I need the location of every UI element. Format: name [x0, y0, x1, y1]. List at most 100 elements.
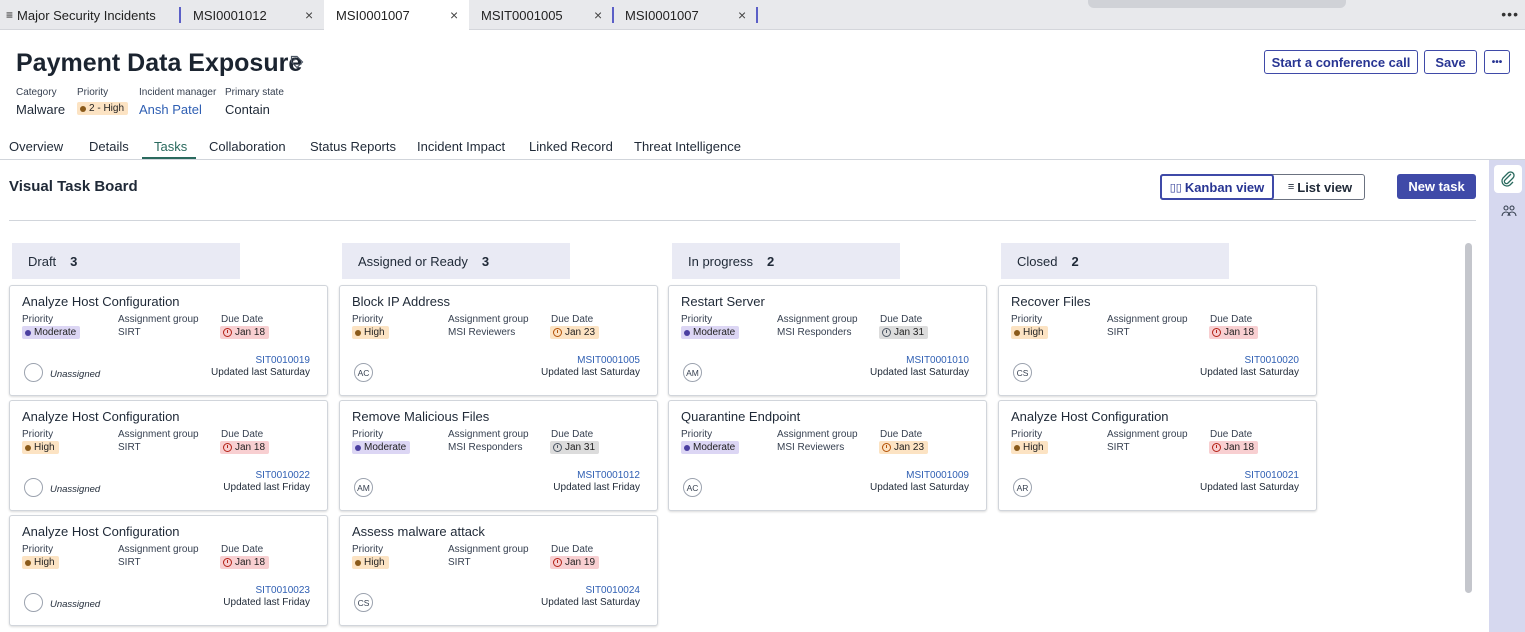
avatar[interactable]: AR [1013, 478, 1032, 497]
assignment-group-label: Assignment group [777, 429, 858, 440]
task-card[interactable]: Block IP Address Priority Assignment group… [339, 285, 658, 396]
due-date-value: Jan 31 [565, 442, 596, 453]
task-number-link[interactable]: SIT0010021 [1244, 470, 1300, 481]
tab-overview[interactable]: Overview [9, 139, 64, 154]
task-title[interactable]: Block IP Address [352, 294, 451, 309]
priority-badge: High [22, 556, 59, 569]
priority-label: Priority [681, 314, 713, 325]
priority-badge: High [1011, 441, 1048, 454]
priority-dot-icon [684, 329, 690, 336]
task-number-link[interactable]: SIT0010023 [255, 585, 311, 596]
record-subnav: Overview Details Tasks Collaboration Sta… [0, 135, 1525, 160]
task-number-link[interactable]: MSIT0001012 [577, 470, 640, 481]
task-card[interactable]: Restart Server Priority Assignment group Du… [668, 285, 987, 396]
tab-details[interactable]: Details [89, 139, 129, 154]
task-number-link[interactable]: SIT0010020 [1244, 355, 1300, 366]
task-card[interactable]: Analyze Host Configuration Priority Assign… [9, 400, 328, 511]
task-title[interactable]: Analyze Host Configuration [22, 524, 180, 539]
people-icon[interactable] [1501, 204, 1517, 218]
priority-dot-icon [1014, 329, 1020, 336]
tag-icon[interactable] [290, 55, 304, 69]
menu-icon[interactable]: ≡ [6, 8, 14, 22]
category-label: Category [16, 87, 57, 98]
paperclip-icon [1501, 171, 1515, 187]
tab-msit0001005[interactable]: MSIT0001005 × [469, 0, 614, 30]
column-header-closed: Closed 2 [1001, 243, 1229, 279]
tab-status-reports[interactable]: Status Reports [310, 139, 396, 154]
close-icon[interactable]: × [738, 7, 747, 23]
kanban-view-button[interactable]: ▯▯ Kanban view [1160, 174, 1274, 200]
tab-msi0001007[interactable]: MSI0001007 × [614, 0, 758, 30]
avatar[interactable] [24, 363, 43, 382]
tab-linked-record[interactable]: Linked Record [529, 139, 613, 154]
task-number-link[interactable]: SIT0010024 [585, 585, 641, 596]
avatar[interactable]: AM [683, 363, 702, 382]
due-date-badge: Jan 18 [220, 556, 270, 569]
new-task-button[interactable]: New task [1397, 174, 1476, 199]
column-count: 2 [1071, 253, 1079, 269]
tab-major-security-incidents[interactable]: ≡ Major Security Incidents [0, 0, 181, 30]
task-card[interactable]: Analyze Host Configuration Priority Assign… [9, 515, 328, 626]
task-title[interactable]: Quarantine Endpoint [681, 409, 801, 424]
task-card[interactable]: Remove Malicious Files Priority Assignment… [339, 400, 658, 511]
avatar[interactable]: AM [354, 478, 373, 497]
task-title[interactable]: Analyze Host Configuration [1011, 409, 1169, 424]
task-card[interactable]: Analyze Host Configuration Priority Assign… [998, 400, 1317, 511]
due-date-label: Due Date [551, 429, 594, 440]
more-tabs-icon[interactable]: ••• [1501, 6, 1519, 22]
clock-icon [882, 328, 891, 337]
close-icon[interactable]: × [594, 7, 603, 23]
updated-text: Updated last Saturday [211, 367, 310, 378]
start-conference-call-button[interactable]: Start a conference call [1264, 50, 1418, 74]
task-title[interactable]: Analyze Host Configuration [22, 409, 180, 424]
task-title[interactable]: Restart Server [681, 294, 765, 309]
task-title[interactable]: Assess malware attack [352, 524, 485, 539]
tab-collaboration[interactable]: Collaboration [209, 139, 286, 154]
task-number-link[interactable]: MSIT0001005 [577, 355, 640, 366]
due-date-badge: Jan 23 [879, 441, 929, 454]
task-number-link[interactable]: MSIT0001009 [906, 470, 969, 481]
tab-threat-intelligence[interactable]: Threat Intelligence [634, 139, 741, 154]
tab-msi0001012[interactable]: MSI0001012 × [181, 0, 324, 30]
task-title[interactable]: Recover Files [1011, 294, 1091, 309]
close-icon[interactable]: × [305, 7, 314, 23]
priority-label: Priority [352, 544, 384, 555]
unassigned-label: Unassigned [50, 484, 101, 495]
assignment-group-value: MSI Reviewers [448, 327, 516, 338]
avatar[interactable]: CS [354, 593, 373, 612]
updated-text: Updated last Friday [553, 482, 640, 493]
list-view-button[interactable]: ≡ List view [1275, 175, 1365, 199]
task-number-link[interactable]: MSIT0001010 [906, 355, 969, 366]
assignment-group-value: MSI Responders [448, 442, 523, 453]
tab-msi0001007-active[interactable]: MSI0001007 × [324, 0, 469, 30]
board-scrollbar-thumb[interactable] [1465, 243, 1472, 593]
task-card[interactable]: Analyze Host Configuration Priority Assign… [9, 285, 328, 396]
priority-dot-icon [25, 329, 31, 336]
avatar[interactable] [24, 593, 43, 612]
close-icon[interactable]: × [450, 7, 459, 23]
due-date-label: Due Date [880, 314, 923, 325]
tab-tasks[interactable]: Tasks [154, 139, 188, 154]
task-card[interactable]: Recover Files Priority Assignment group Due… [998, 285, 1317, 396]
avatar[interactable]: AC [354, 363, 373, 382]
task-title[interactable]: Remove Malicious Files [352, 409, 490, 424]
save-button[interactable]: Save [1424, 50, 1477, 74]
attachment-button[interactable] [1494, 165, 1522, 193]
due-date-value: Jan 31 [894, 327, 925, 338]
more-actions-button[interactable]: ••• [1484, 50, 1510, 74]
task-number-link[interactable]: SIT0010019 [255, 355, 311, 366]
avatar[interactable]: AC [683, 478, 702, 497]
incident-manager-link[interactable]: Ansh Patel [139, 102, 202, 117]
tab-incident-impact[interactable]: Incident Impact [417, 139, 506, 154]
avatar[interactable] [24, 478, 43, 497]
due-date-badge: Jan 18 [1209, 441, 1259, 454]
task-number-link[interactable]: SIT0010022 [255, 470, 311, 481]
task-card[interactable]: Assess malware attack Priority Assignment … [339, 515, 658, 626]
assignment-group-label: Assignment group [1107, 314, 1188, 325]
task-card[interactable]: Quarantine Endpoint Priority Assignment gr… [668, 400, 987, 511]
avatar[interactable]: CS [1013, 363, 1032, 382]
task-title[interactable]: Analyze Host Configuration [22, 294, 180, 309]
tab-drag-handle[interactable] [1088, 0, 1346, 8]
tab-label: MSIT0001005 [481, 7, 563, 23]
priority-dot-icon [25, 444, 31, 451]
